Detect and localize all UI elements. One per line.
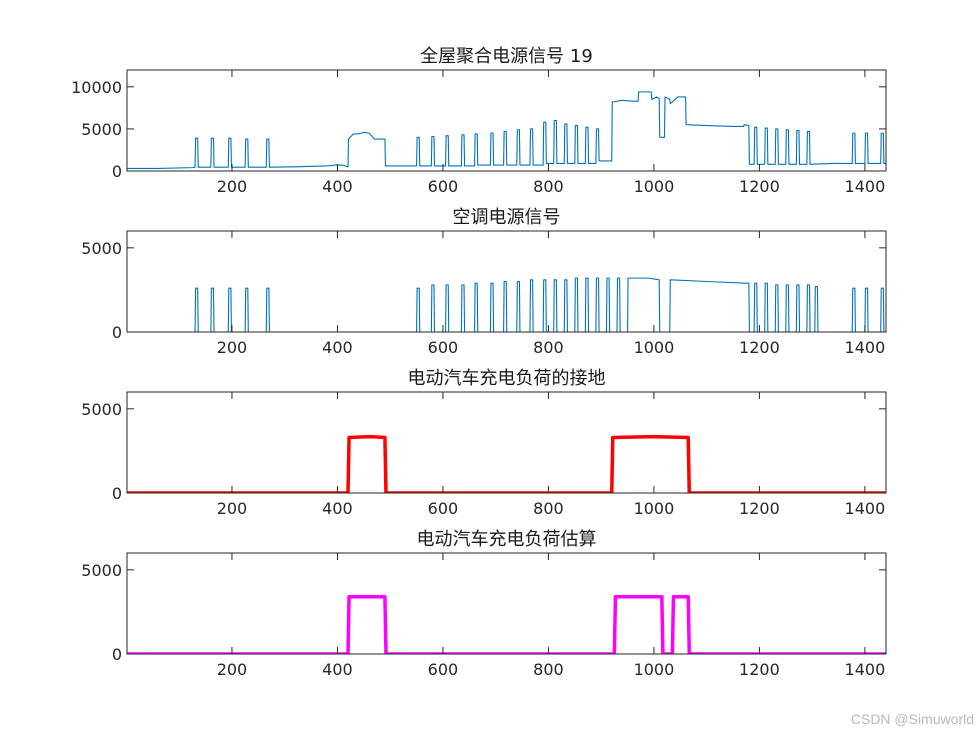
x-tick-label: 1200: [739, 177, 780, 196]
x-tick-label: 200: [217, 499, 248, 518]
chart-title: 全屋聚合电源信号 19: [420, 46, 593, 67]
x-tick-label: 600: [428, 499, 459, 518]
x-tick-label: 200: [217, 338, 248, 357]
x-tick-label: 1200: [739, 499, 780, 518]
x-tick-label: 600: [428, 660, 459, 679]
x-tick-label: 1200: [739, 660, 780, 679]
x-tick-label: 800: [533, 338, 564, 357]
chart-title: 电动汽车充电负荷估算: [417, 529, 597, 550]
x-tick-label: 1000: [634, 338, 675, 357]
axes-box: [126, 391, 887, 494]
y-tick-label: 5000: [81, 561, 122, 580]
x-tick-label: 800: [533, 177, 564, 196]
x-tick-label: 400: [322, 177, 353, 196]
x-tick-label: 400: [322, 338, 353, 357]
x-tick-label: 1400: [845, 660, 886, 679]
subplot-2: 200 400 600 800 1000 1200 1400 0 5000 空调电源信号: [81, 207, 887, 357]
y-tick-label: 5000: [81, 239, 122, 258]
x-tick-label: 1200: [739, 338, 780, 357]
x-tick-label: 200: [217, 660, 248, 679]
y-tick-label: 5000: [81, 120, 122, 139]
x-tick-label: 1000: [634, 660, 675, 679]
x-tick-label: 800: [533, 660, 564, 679]
x-tick-label: 800: [533, 499, 564, 518]
chart-title: 电动汽车充电负荷的接地: [408, 368, 606, 389]
chart-title: 空调电源信号: [453, 207, 561, 228]
watermark: CSDN @Simuworld: [850, 711, 974, 727]
y-tick-label: 0: [112, 162, 122, 181]
x-tick-label: 1400: [845, 338, 886, 357]
y-tick-label: 0: [112, 484, 122, 503]
axes-box: [126, 552, 887, 655]
y-tick-label: 5000: [81, 400, 122, 419]
x-tick-label: 400: [322, 499, 353, 518]
x-tick-label: 1000: [634, 499, 675, 518]
y-tick-label: 0: [112, 645, 122, 664]
x-tick-label: 1400: [845, 177, 886, 196]
series-line: [127, 277, 886, 332]
x-tick-label: 1400: [845, 499, 886, 518]
y-tick-label: 10000: [71, 78, 122, 97]
subplot-3: 200 400 600 800 1000 1200 1400 0 5000 电动汽车充电负荷的接地: [81, 368, 887, 518]
axes-box: [126, 69, 887, 172]
x-tick-label: 200: [217, 177, 248, 196]
subplot-4: 200 400 600 800 1000 1200 1400 0 5000 电动汽车充电负荷估算: [81, 529, 887, 679]
x-tick-label: 600: [428, 177, 459, 196]
y-tick-label: 0: [112, 323, 122, 342]
x-tick-label: 600: [428, 338, 459, 357]
series-line: [127, 434, 886, 493]
x-tick-label: 400: [322, 660, 353, 679]
x-tick-label: 1000: [634, 177, 675, 196]
series-line: [127, 91, 886, 170]
subplot-1: 200 400 600 800 1000 1200 1400 0 5000 10000 全屋聚合电源…: [71, 46, 887, 196]
axes-box: [126, 230, 887, 333]
series-line: [127, 595, 886, 654]
